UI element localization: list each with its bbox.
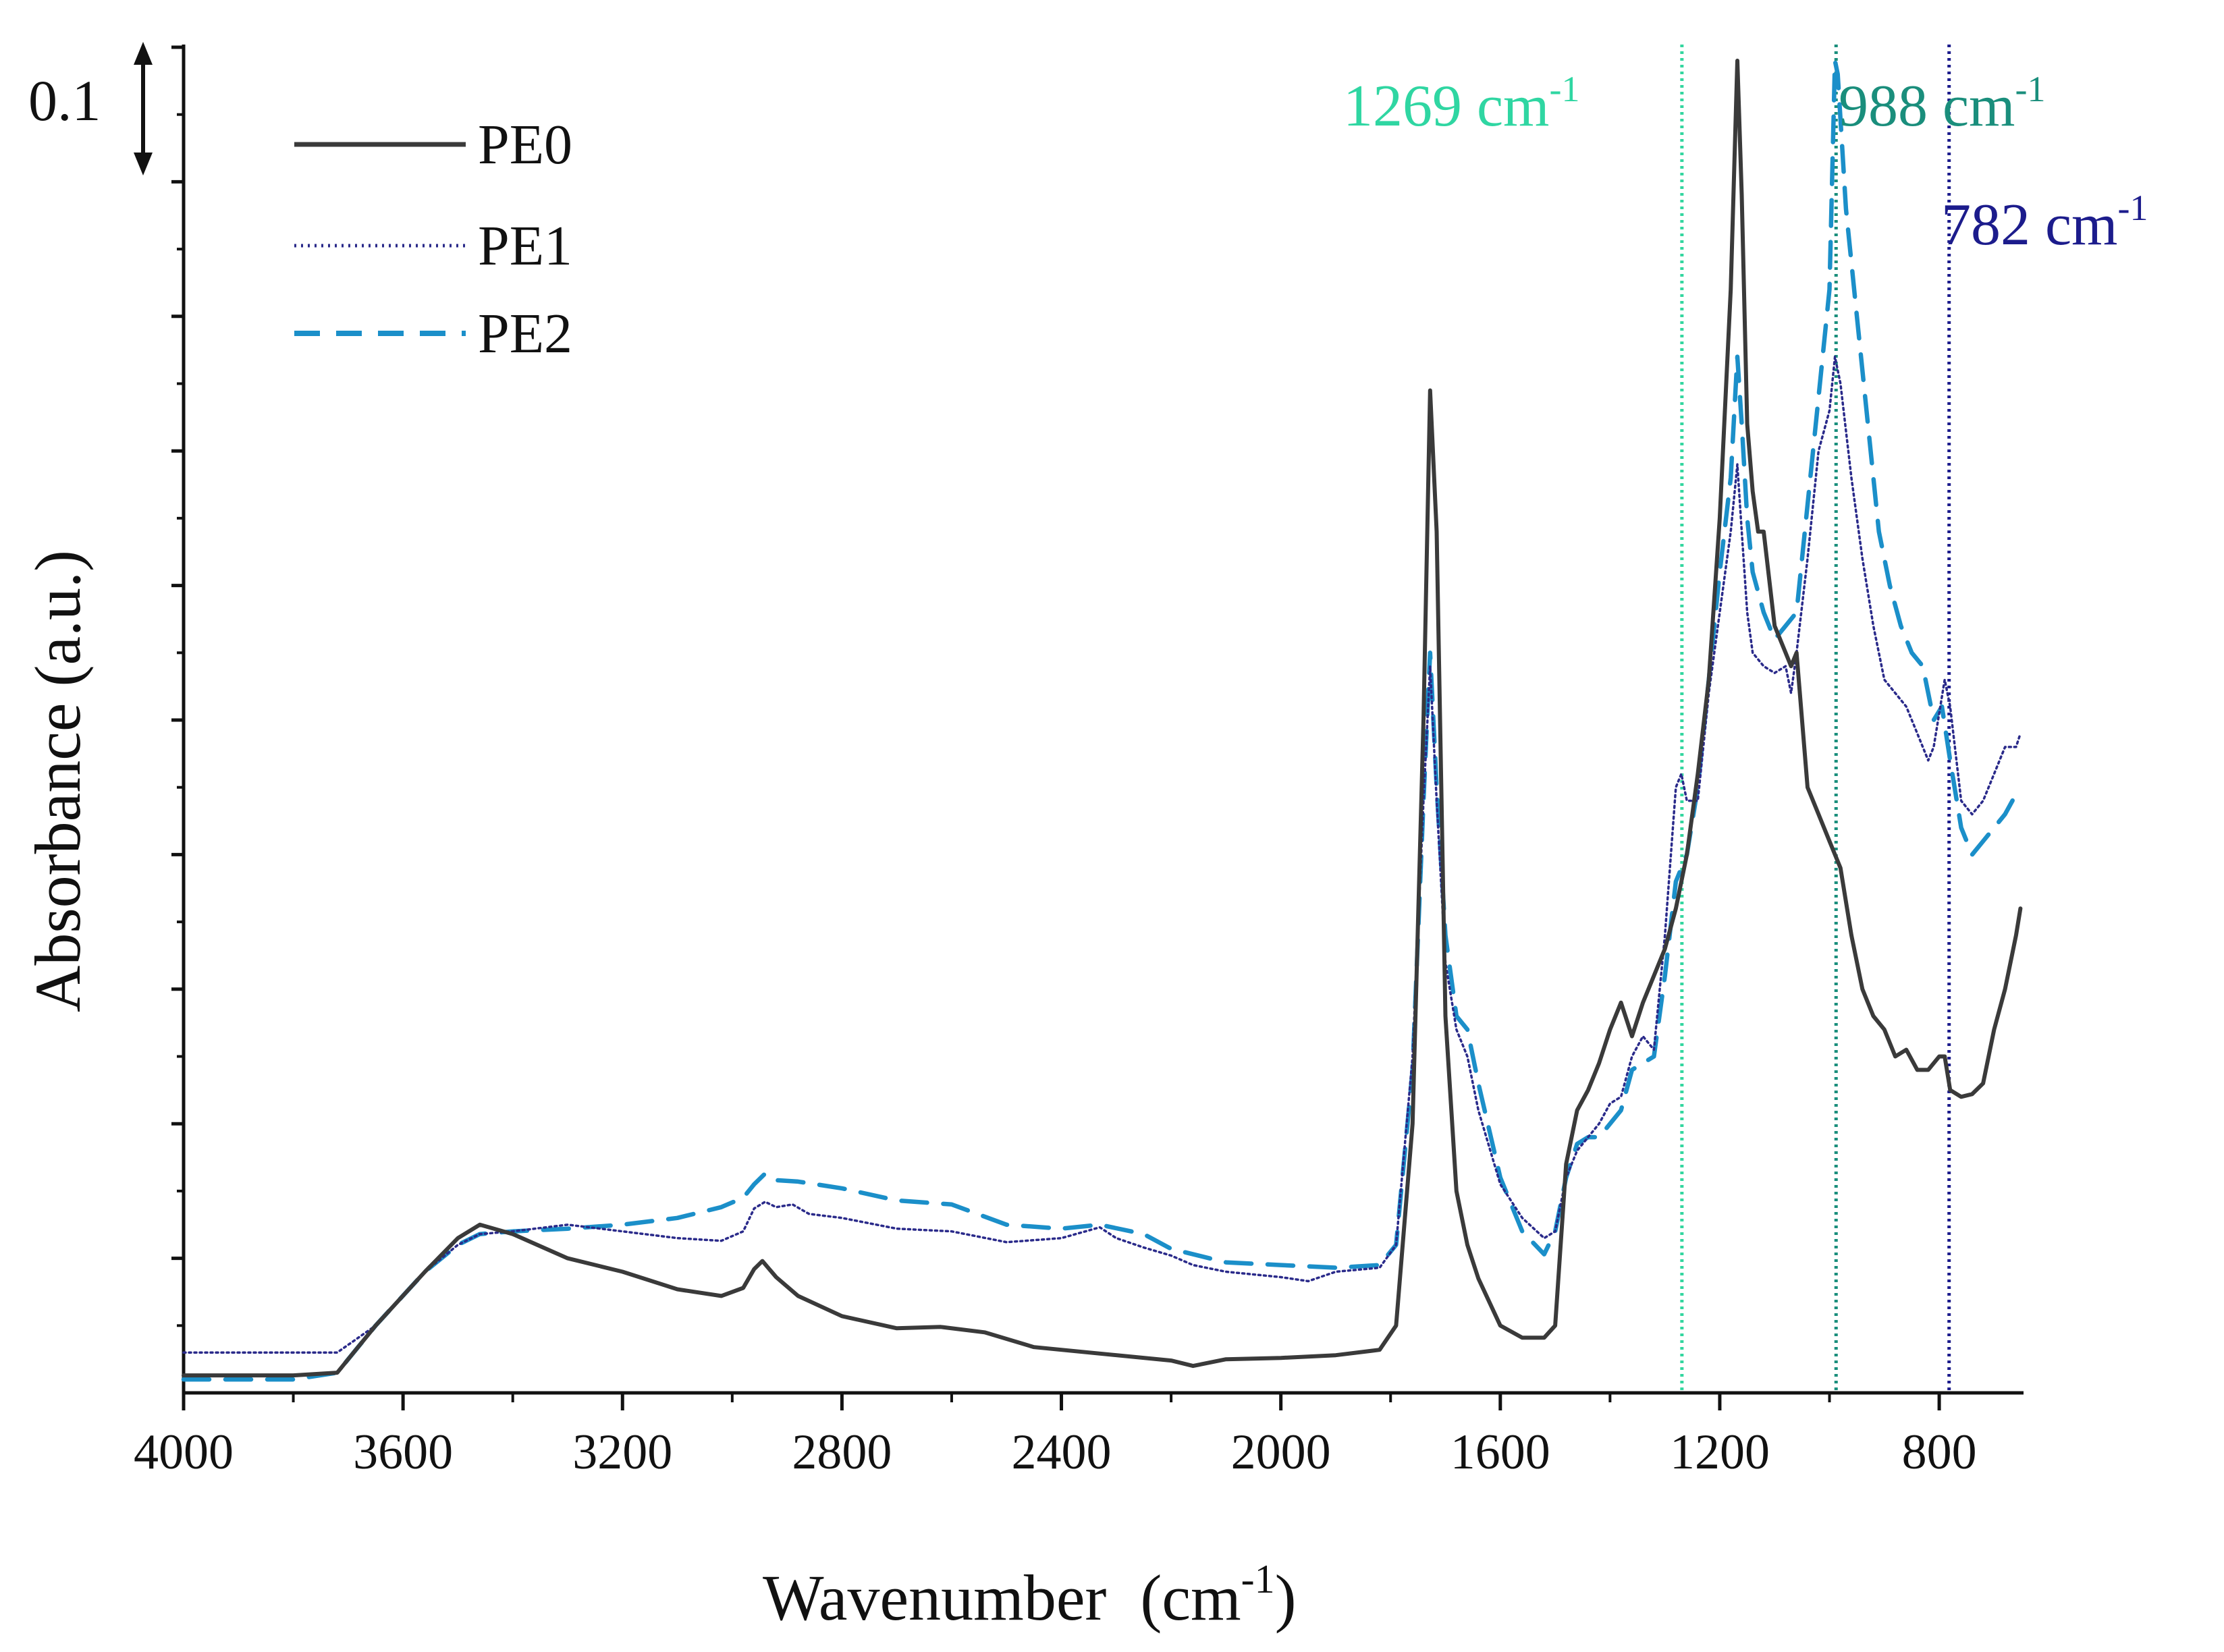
x-tick-label: 3600 — [353, 1425, 453, 1480]
x-tick-label: 800 — [1902, 1425, 1977, 1480]
annotation-782-label: 782 cm-1 — [1941, 188, 2148, 258]
legend: PE0 PE1 PE2 — [294, 113, 572, 365]
scale-bar-label: 0.1 — [28, 68, 101, 133]
x-tick-label: 2800 — [792, 1425, 892, 1480]
x-tick-label: 3200 — [572, 1425, 672, 1480]
scale-bar: 0.1 — [28, 42, 153, 175]
annotation-988-label: 988 cm-1 — [1839, 69, 2046, 139]
x-tick-label: 4000 — [134, 1425, 234, 1480]
annotation-1269-label: 1269 cm-1 — [1343, 69, 1580, 139]
x-tick-label: 2400 — [1012, 1425, 1112, 1480]
series-line-pe0 — [182, 58, 2023, 1378]
legend-label-pe2: PE2 — [478, 302, 572, 365]
x-tick-label: 1600 — [1450, 1425, 1550, 1480]
legend-label-pe0: PE0 — [478, 113, 572, 176]
legend-label-pe1: PE1 — [478, 215, 572, 277]
x-tick-label: 1200 — [1670, 1425, 1770, 1480]
y-axis-title: Absorbance (a.u.) — [22, 550, 94, 1012]
series-line-pe1 — [182, 355, 2022, 1354]
x-axis-title: Wavenumber (cm-1) — [763, 1557, 1297, 1634]
x-tick-label: 2000 — [1231, 1425, 1331, 1480]
